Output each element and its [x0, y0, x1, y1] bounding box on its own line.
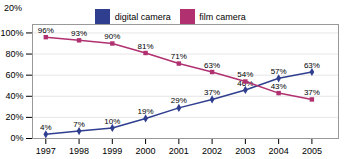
svg-text:1999: 1999: [102, 146, 122, 156]
svg-text:7%: 7%: [73, 120, 85, 129]
svg-text:37%: 37%: [204, 88, 220, 97]
svg-text:1998: 1998: [69, 146, 89, 156]
svg-text:2001: 2001: [169, 146, 189, 156]
svg-text:63%: 63%: [204, 61, 220, 70]
svg-text:96%: 96%: [38, 26, 54, 35]
svg-text:43%: 43%: [271, 82, 287, 91]
svg-text:63%: 63%: [304, 61, 320, 70]
html-text:20%: 20%: [4, 3, 22, 13]
html-text:digital camera: digital camera: [114, 11, 171, 22]
svg-text:4%: 4%: [40, 123, 52, 132]
svg-text:10%: 10%: [104, 117, 120, 126]
svg-text:0%: 0%: [10, 133, 23, 143]
svg-text:19%: 19%: [138, 107, 154, 116]
svg-text:80%: 80%: [5, 49, 23, 59]
svg-text:1997: 1997: [36, 146, 56, 156]
svg-text:2003: 2003: [235, 146, 255, 156]
svg-text:2004: 2004: [269, 146, 289, 156]
svg-text:2005: 2005: [302, 146, 322, 156]
svg-text:57%: 57%: [271, 67, 287, 76]
svg-text:29%: 29%: [171, 96, 187, 105]
svg-text:46%: 46%: [237, 78, 254, 88]
html-text:film camera: film camera: [199, 11, 246, 22]
svg-text:2002: 2002: [202, 146, 222, 156]
svg-text:20%: 20%: [5, 112, 23, 122]
svg-text:81%: 81%: [138, 42, 154, 51]
svg-text:54%: 54%: [237, 70, 253, 79]
svg-text:2000: 2000: [136, 146, 156, 156]
svg-text:90%: 90%: [104, 32, 120, 41]
svg-text:71%: 71%: [171, 52, 187, 61]
svg-text:100%: 100%: [0, 28, 23, 38]
svg-text:60%: 60%: [5, 70, 23, 80]
svg-text:93%: 93%: [71, 29, 87, 38]
svg-text:40%: 40%: [5, 91, 23, 101]
svg-text:37%: 37%: [304, 88, 320, 97]
